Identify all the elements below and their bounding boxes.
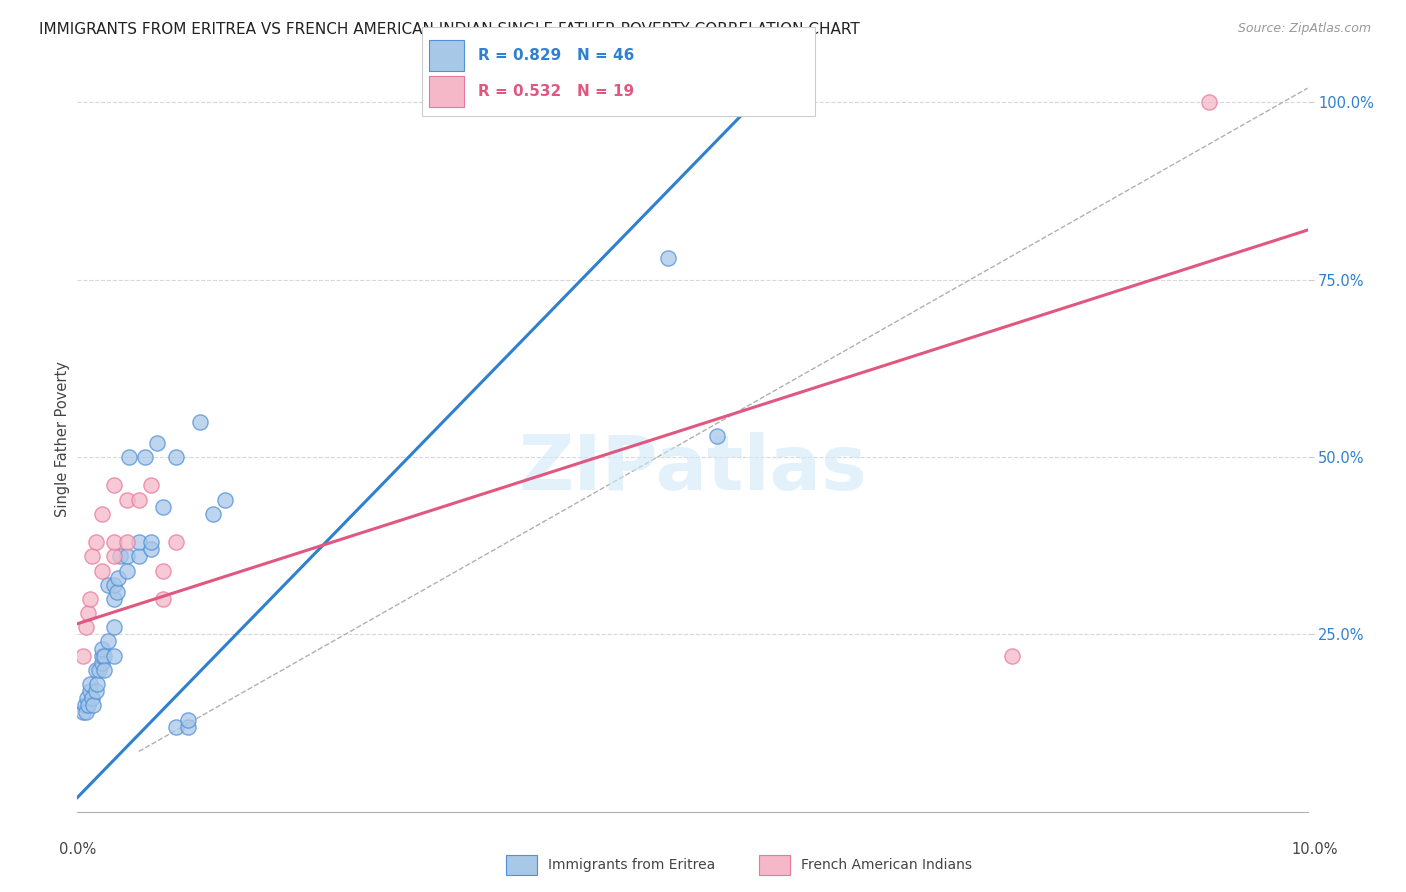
Point bbox=[141, 478, 163, 492]
Point bbox=[165, 450, 187, 464]
Point bbox=[107, 571, 129, 585]
Point bbox=[201, 507, 224, 521]
Point bbox=[90, 648, 114, 663]
Point bbox=[90, 656, 114, 670]
Point bbox=[84, 663, 107, 677]
Point bbox=[110, 549, 132, 564]
Point bbox=[82, 691, 104, 706]
Point bbox=[90, 641, 114, 656]
Text: Source: ZipAtlas.com: Source: ZipAtlas.com bbox=[1237, 22, 1371, 36]
Point bbox=[103, 578, 125, 592]
Point bbox=[82, 549, 104, 564]
Point bbox=[1198, 95, 1220, 110]
Point bbox=[115, 549, 138, 564]
Point bbox=[115, 535, 138, 549]
Point bbox=[118, 450, 141, 464]
Point bbox=[72, 706, 94, 720]
Point bbox=[75, 620, 97, 634]
Text: R = 0.829   N = 46: R = 0.829 N = 46 bbox=[478, 48, 634, 63]
Point bbox=[84, 684, 107, 698]
Point bbox=[177, 720, 200, 734]
Text: ZIPatlas: ZIPatlas bbox=[519, 432, 866, 506]
Point bbox=[89, 663, 111, 677]
Point bbox=[165, 535, 187, 549]
Point bbox=[146, 435, 169, 450]
Point bbox=[93, 648, 115, 663]
Point bbox=[152, 564, 174, 578]
Point bbox=[77, 606, 100, 620]
Point bbox=[1001, 648, 1024, 663]
Point bbox=[115, 564, 138, 578]
Point bbox=[214, 492, 236, 507]
Point bbox=[188, 415, 212, 429]
Text: Immigrants from Eritrea: Immigrants from Eritrea bbox=[548, 858, 716, 872]
Point bbox=[76, 691, 98, 706]
Point bbox=[141, 542, 163, 557]
Point bbox=[105, 584, 128, 599]
Point bbox=[97, 634, 120, 648]
Point bbox=[93, 663, 115, 677]
Point bbox=[79, 684, 101, 698]
Point bbox=[79, 591, 101, 606]
Point bbox=[72, 648, 94, 663]
Point bbox=[128, 535, 150, 549]
Text: 0.0%: 0.0% bbox=[59, 842, 96, 856]
Point bbox=[84, 535, 107, 549]
Point bbox=[103, 591, 125, 606]
Point bbox=[103, 648, 125, 663]
Point bbox=[152, 591, 174, 606]
Point bbox=[152, 500, 174, 514]
Point bbox=[82, 698, 104, 713]
Point bbox=[97, 578, 120, 592]
Text: 10.0%: 10.0% bbox=[1291, 842, 1339, 856]
Point bbox=[90, 564, 114, 578]
Point bbox=[657, 252, 679, 266]
Point bbox=[128, 549, 150, 564]
Point bbox=[128, 492, 150, 507]
Point bbox=[75, 706, 97, 720]
Point bbox=[103, 478, 125, 492]
Point bbox=[134, 450, 156, 464]
Point bbox=[86, 677, 108, 691]
Point bbox=[706, 429, 728, 443]
Y-axis label: Single Father Poverty: Single Father Poverty bbox=[55, 361, 70, 517]
Point bbox=[103, 620, 125, 634]
Text: R = 0.532   N = 19: R = 0.532 N = 19 bbox=[478, 84, 634, 99]
Point bbox=[77, 698, 100, 713]
Point bbox=[165, 720, 187, 734]
Point bbox=[79, 677, 101, 691]
Text: IMMIGRANTS FROM ERITREA VS FRENCH AMERICAN INDIAN SINGLE FATHER POVERTY CORRELAT: IMMIGRANTS FROM ERITREA VS FRENCH AMERIC… bbox=[39, 22, 860, 37]
Point bbox=[177, 713, 200, 727]
Point bbox=[73, 698, 96, 713]
Text: French American Indians: French American Indians bbox=[801, 858, 973, 872]
Point bbox=[103, 535, 125, 549]
Point bbox=[115, 492, 138, 507]
Point bbox=[103, 549, 125, 564]
Point bbox=[90, 507, 114, 521]
Point bbox=[141, 535, 163, 549]
